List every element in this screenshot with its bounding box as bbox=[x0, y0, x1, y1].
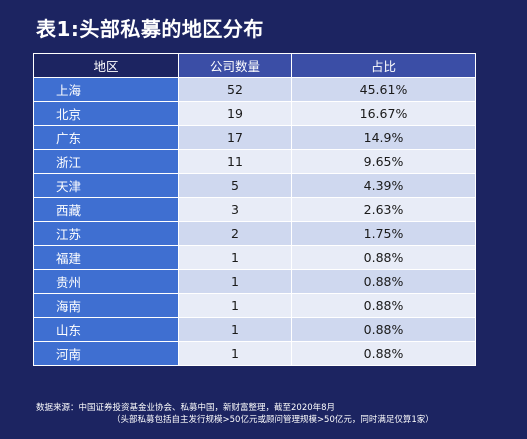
share-cell: 4.39% bbox=[291, 173, 476, 198]
region-cell: 福建 bbox=[33, 245, 179, 270]
data-source-line: 数据来源：中国证券投资基金业协会、私募中国，新财富整理，截至2020年8月 bbox=[36, 403, 336, 413]
region-cell: 西藏 bbox=[33, 197, 179, 222]
data-source-footnote: （头部私募包括自主发行规模>50亿元或顾问管理规模>50亿元，同时满足仅算1家） bbox=[112, 415, 434, 425]
region-cell: 北京 bbox=[33, 101, 179, 126]
count-cell: 5 bbox=[178, 173, 292, 198]
share-cell: 2.63% bbox=[291, 197, 476, 222]
data-source-note: 数据来源：中国证券投资基金业协会、私募中国，新财富整理，截至2020年8月 （头… bbox=[36, 402, 434, 426]
count-cell: 2 bbox=[178, 221, 292, 246]
table-row: 海南 1 0.88% bbox=[33, 293, 476, 318]
region-cell: 天津 bbox=[33, 173, 179, 198]
region-distribution-table: 地区 公司数量 占比 上海 52 45.61% 北京 19 16.67% 广东 17 14.9%… bbox=[33, 53, 476, 366]
table-row: 广东 17 14.9% bbox=[33, 125, 476, 150]
share-cell: 0.88% bbox=[291, 317, 476, 342]
share-cell: 0.88% bbox=[291, 341, 476, 366]
share-cell: 16.67% bbox=[291, 101, 476, 126]
table-row: 天津 5 4.39% bbox=[33, 173, 476, 198]
table-row: 江苏 2 1.75% bbox=[33, 221, 476, 246]
region-cell: 浙江 bbox=[33, 149, 179, 174]
region-cell: 江苏 bbox=[33, 221, 179, 246]
region-cell: 山东 bbox=[33, 317, 179, 342]
region-cell: 贵州 bbox=[33, 269, 179, 294]
count-cell: 52 bbox=[178, 77, 292, 102]
region-cell: 上海 bbox=[33, 77, 179, 102]
table-row: 福建 1 0.88% bbox=[33, 245, 476, 270]
table-row: 上海 52 45.61% bbox=[33, 77, 476, 102]
share-cell: 45.61% bbox=[291, 77, 476, 102]
column-header-region: 地区 bbox=[33, 53, 179, 78]
table-title: 表1:头部私募的地区分布 bbox=[36, 17, 264, 41]
region-cell: 河南 bbox=[33, 341, 179, 366]
table-row: 北京 19 16.67% bbox=[33, 101, 476, 126]
table-row: 浙江 11 9.65% bbox=[33, 149, 476, 174]
table-header-row: 地区 公司数量 占比 bbox=[33, 53, 476, 78]
count-cell: 1 bbox=[178, 269, 292, 294]
count-cell: 1 bbox=[178, 341, 292, 366]
share-cell: 1.75% bbox=[291, 221, 476, 246]
table-row: 山东 1 0.88% bbox=[33, 317, 476, 342]
column-header-count: 公司数量 bbox=[178, 53, 292, 78]
count-cell: 11 bbox=[178, 149, 292, 174]
share-cell: 9.65% bbox=[291, 149, 476, 174]
count-cell: 1 bbox=[178, 293, 292, 318]
share-cell: 0.88% bbox=[291, 245, 476, 270]
table-body: 上海 52 45.61% 北京 19 16.67% 广东 17 14.9% 浙江 11 9.65% 天津… bbox=[33, 77, 476, 366]
count-cell: 1 bbox=[178, 317, 292, 342]
share-cell: 14.9% bbox=[291, 125, 476, 150]
share-cell: 0.88% bbox=[291, 293, 476, 318]
table-row: 河南 1 0.88% bbox=[33, 341, 476, 366]
count-cell: 19 bbox=[178, 101, 292, 126]
count-cell: 17 bbox=[178, 125, 292, 150]
column-header-share: 占比 bbox=[291, 53, 476, 78]
count-cell: 1 bbox=[178, 245, 292, 270]
table-row: 贵州 1 0.88% bbox=[33, 269, 476, 294]
table-row: 西藏 3 2.63% bbox=[33, 197, 476, 222]
count-cell: 3 bbox=[178, 197, 292, 222]
share-cell: 0.88% bbox=[291, 269, 476, 294]
region-cell: 广东 bbox=[33, 125, 179, 150]
region-cell: 海南 bbox=[33, 293, 179, 318]
